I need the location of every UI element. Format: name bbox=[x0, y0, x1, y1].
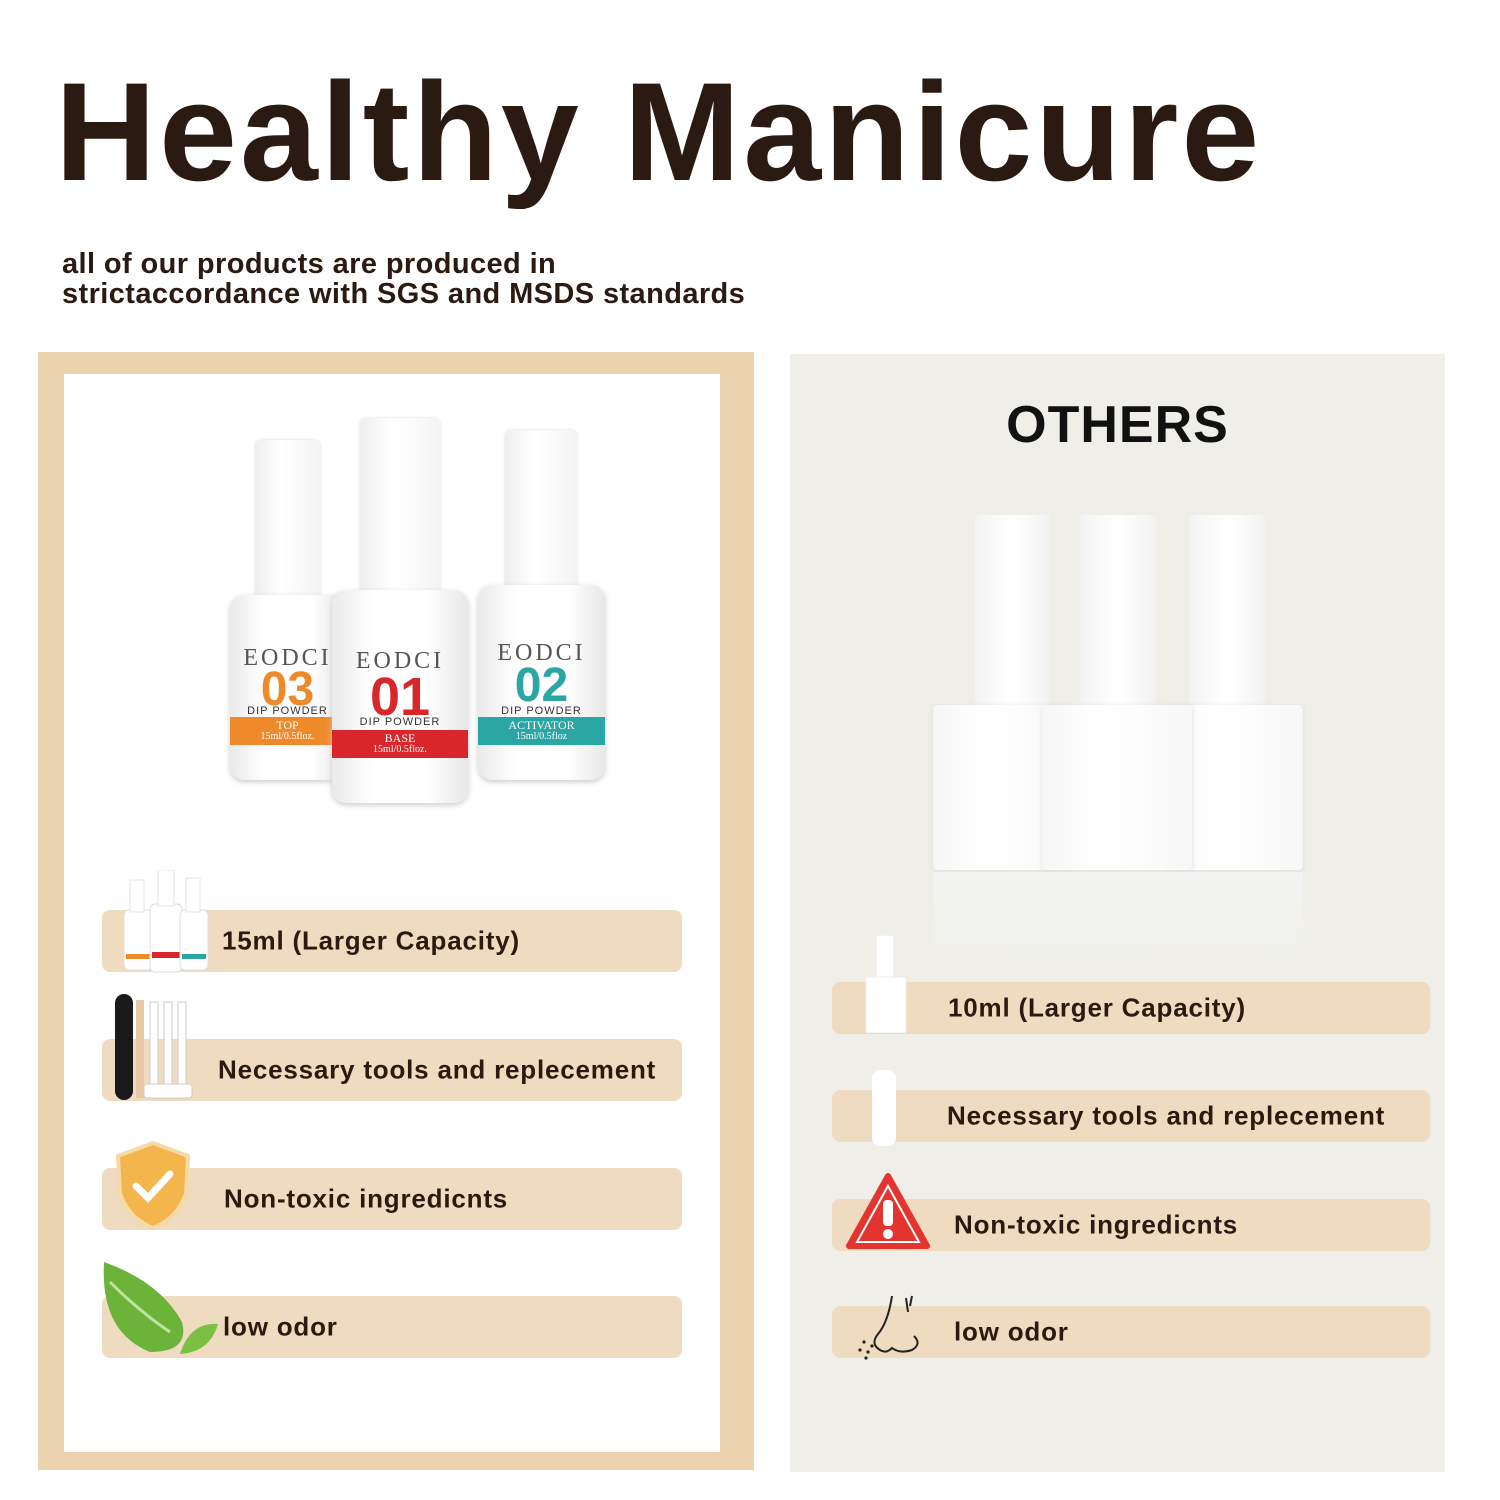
product-type: DIP POWDER bbox=[247, 705, 328, 717]
shield-check-icon bbox=[108, 1138, 198, 1233]
others-bar-tools: Necessary tools and replecement bbox=[832, 1090, 1430, 1142]
product-number: 01 bbox=[369, 667, 431, 727]
tools-icon bbox=[112, 992, 202, 1104]
product-number: 03 bbox=[260, 663, 315, 716]
feature-label: Necessary tools and replecement bbox=[218, 1054, 657, 1085]
product-brand: EODCI bbox=[243, 645, 332, 671]
product-bottle-activator: EODCI 02 DIP POWDER ACTIVATOR 15ml/0.5flo… bbox=[478, 430, 605, 780]
product-type: DIP POWDER bbox=[359, 716, 441, 728]
others-bar-non-toxic: Non-toxic ingredicnts bbox=[832, 1199, 1430, 1251]
product-name: ACTIVATOR bbox=[508, 718, 575, 732]
product-size: 15ml/0.5floz bbox=[515, 731, 568, 742]
white-stick-icon bbox=[872, 1070, 896, 1146]
nose-icon bbox=[856, 1292, 928, 1360]
bottles-icon bbox=[116, 869, 216, 975]
white-bottle-icon bbox=[864, 934, 908, 1034]
product-bottle-top: EODCI 03 DIP POWDER TOP 15ml/0.5floz. bbox=[230, 440, 345, 780]
product-size: 15ml/0.5floz. bbox=[373, 744, 427, 755]
feature-label: 15ml (Larger Capacity) bbox=[222, 925, 520, 956]
feature-label: 10ml (Larger Capacity) bbox=[948, 992, 1246, 1023]
product-size: 15ml/0.5floz. bbox=[260, 731, 315, 742]
product-brand: EODCI bbox=[497, 640, 586, 666]
subtitle-line-2: strictaccordance with SGS and MSDS stand… bbox=[62, 278, 746, 310]
warning-icon bbox=[845, 1172, 931, 1252]
product-number: 02 bbox=[514, 659, 569, 712]
feature-label: low odor bbox=[223, 1311, 338, 1342]
subtitle-line-1: all of our products are produced in bbox=[62, 248, 557, 280]
product-name: BASE bbox=[384, 731, 416, 745]
product-brand: EODCI bbox=[355, 648, 445, 674]
feature-label: Necessary tools and replecement bbox=[947, 1100, 1386, 1131]
feature-label: low odor bbox=[954, 1316, 1069, 1347]
others-bar-capacity: 10ml (Larger Capacity) bbox=[832, 982, 1430, 1034]
product-type: DIP POWDER bbox=[501, 705, 582, 717]
feature-bar-non-toxic: Non-toxic ingredicnts bbox=[102, 1168, 682, 1230]
feature-bar-tools: Necessary tools and replecement bbox=[102, 1039, 682, 1101]
others-bar-odor: low odor bbox=[832, 1306, 1430, 1358]
feature-label: Non-toxic ingredicnts bbox=[224, 1183, 509, 1214]
product-name: TOP bbox=[276, 718, 299, 732]
leaf-icon bbox=[100, 1262, 220, 1358]
bottles-reflection bbox=[933, 872, 1303, 977]
product-label-band: TOP 15ml/0.5floz. bbox=[230, 717, 345, 745]
page-title: Healthy Manicure bbox=[55, 53, 1263, 210]
product-bottle-base: EODCI 01 DIP POWDER BASE 15ml/0.5floz. bbox=[332, 418, 468, 803]
others-title: OTHERS bbox=[1006, 396, 1229, 454]
product-label-band: BASE 15ml/0.5floz. bbox=[332, 730, 468, 758]
feature-label: Non-toxic ingredicnts bbox=[954, 1209, 1239, 1240]
product-label-band: ACTIVATOR 15ml/0.5floz bbox=[478, 717, 605, 745]
